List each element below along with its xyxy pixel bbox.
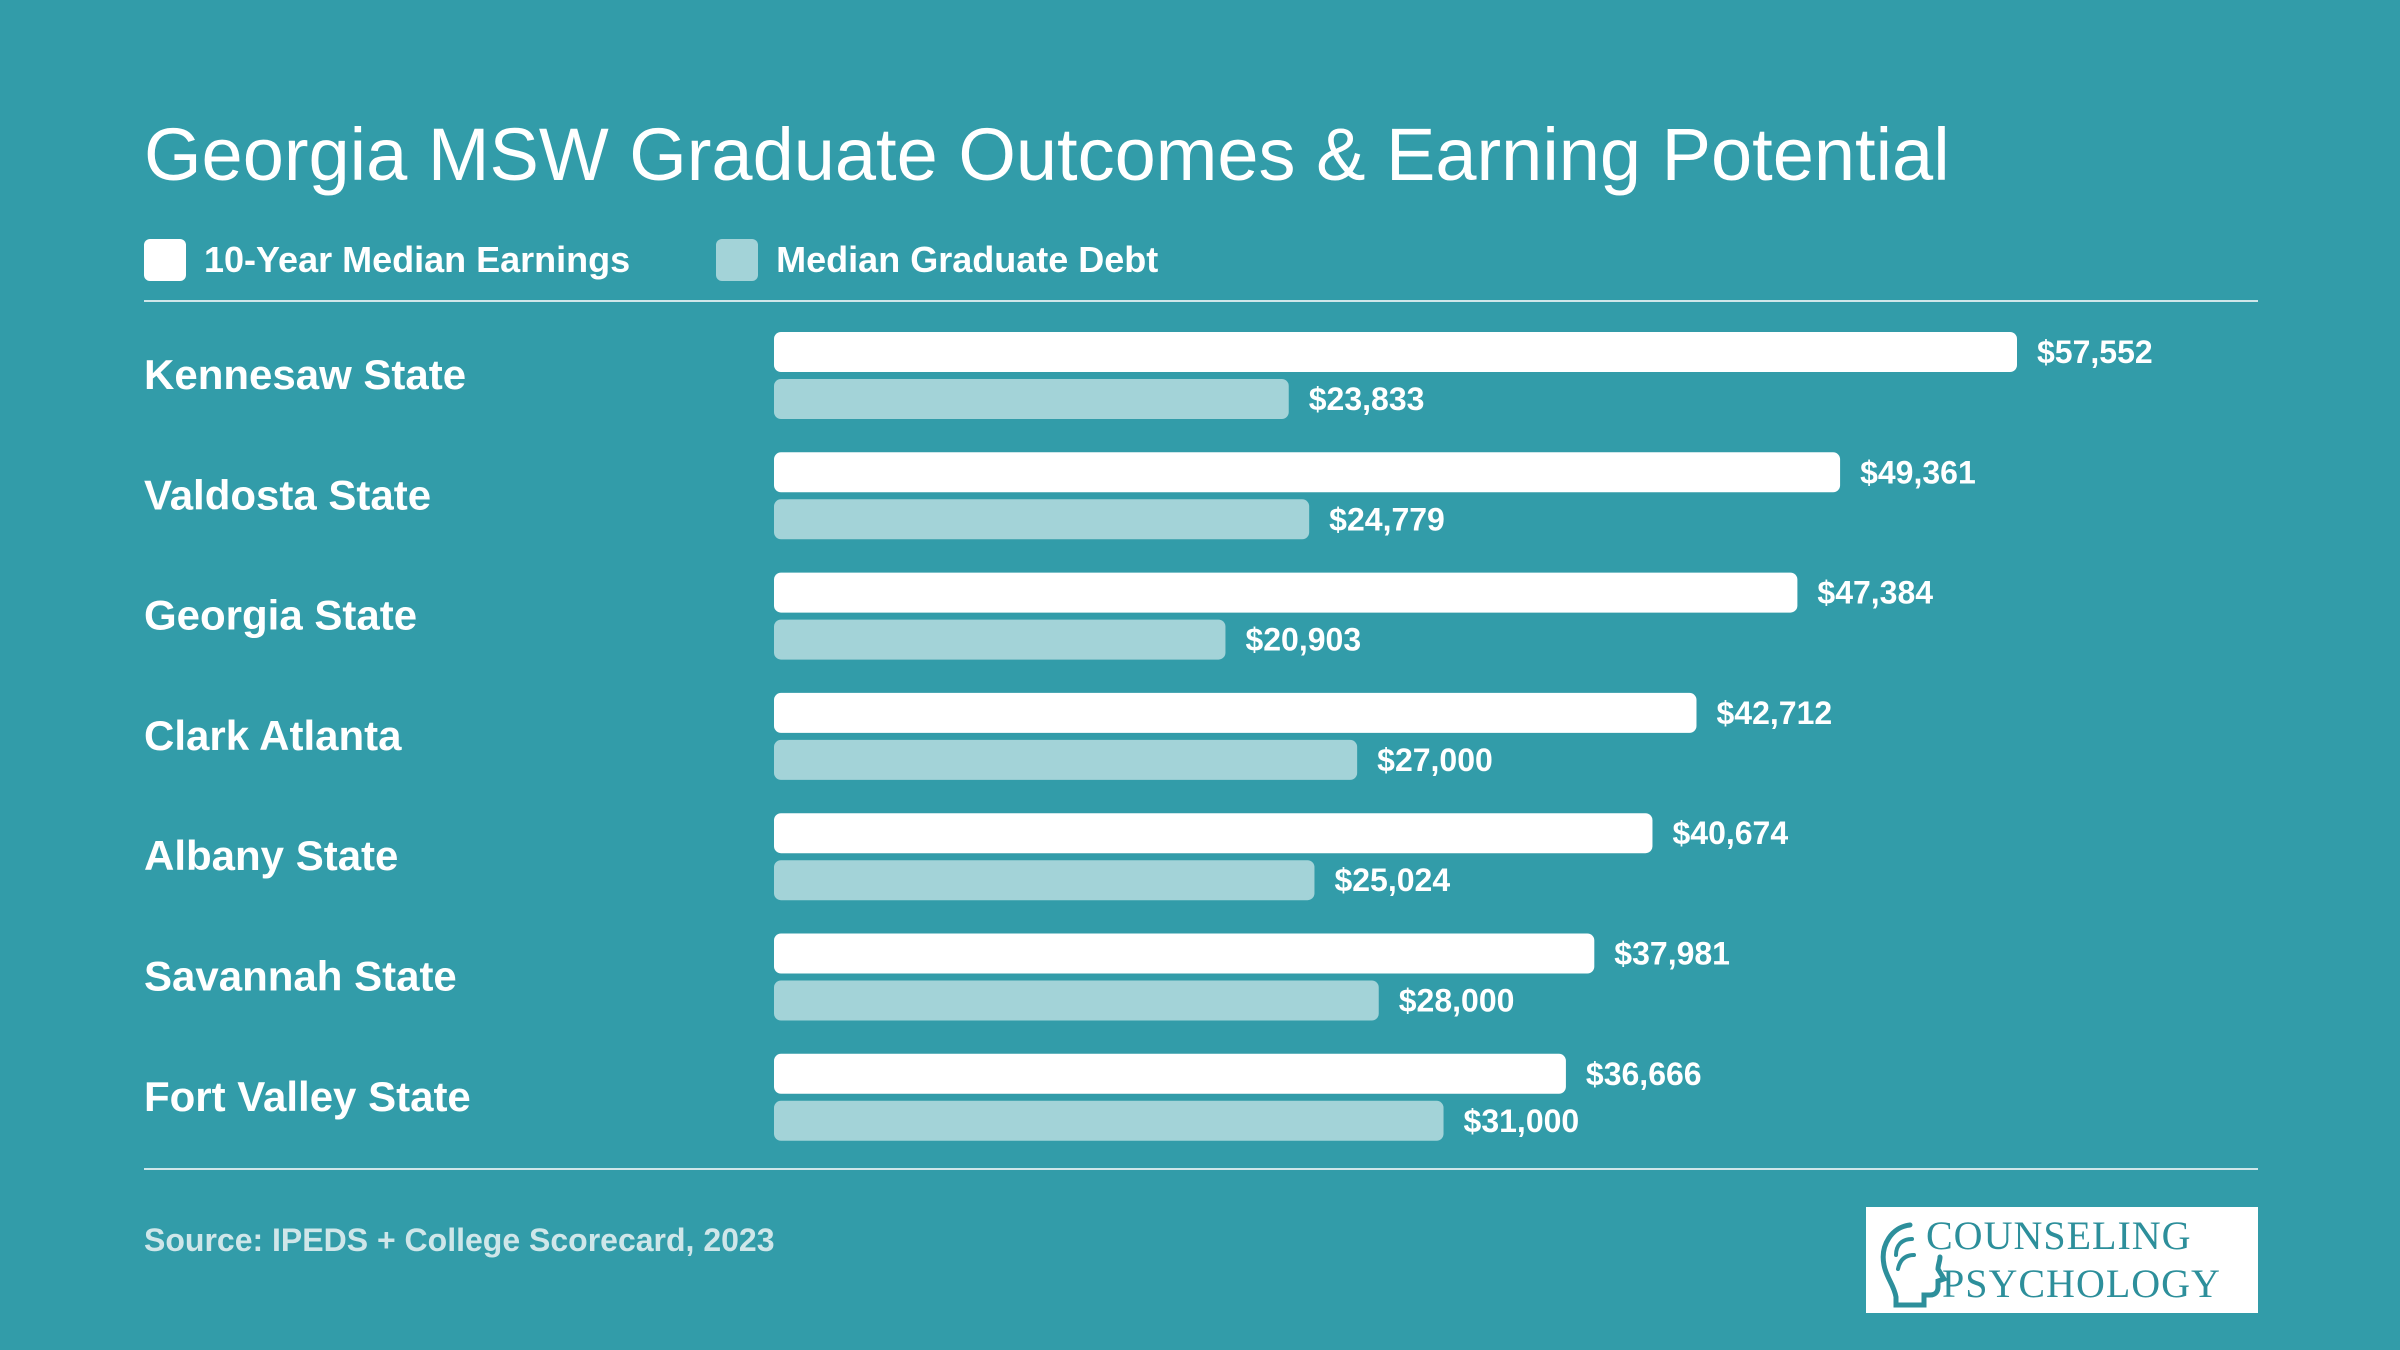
bar-debt: [774, 739, 1358, 780]
value-label-debt: $23,833: [1309, 381, 1425, 417]
bar-earnings: [774, 1053, 1566, 1094]
value-label-earnings: $47,384: [1817, 575, 1933, 611]
bar-debt: [774, 619, 1226, 660]
bar-earnings: [774, 692, 1697, 733]
logo-graphic: COUNSELING PSYCHOLOGY: [1880, 1213, 2221, 1308]
value-label-debt: $24,779: [1329, 501, 1445, 537]
category-label: Albany State: [144, 832, 398, 879]
category-label: Fort Valley State: [144, 1073, 471, 1120]
bar-debt: [774, 379, 1289, 419]
legend-item-earnings: 10-Year Median Earnings: [144, 239, 630, 281]
value-label-earnings: $42,712: [1716, 695, 1832, 731]
value-label-debt: $27,000: [1377, 742, 1493, 778]
legend-item-debt: Median Graduate Debt: [716, 239, 1158, 281]
bar-debt: [774, 1100, 1444, 1141]
bar-earnings: [774, 572, 1798, 613]
head-profile-icon: [1880, 1222, 1948, 1308]
logo-line-2: PSYCHOLOGY: [1942, 1261, 2221, 1306]
legend-label-debt: Median Graduate Debt: [776, 239, 1159, 280]
counseling-psychology-logo: COUNSELING PSYCHOLOGY: [1866, 1207, 2258, 1313]
legend-label-earnings: 10-Year Median Earnings: [204, 239, 631, 280]
value-label-debt: $20,903: [1245, 622, 1361, 658]
value-label-debt: $28,000: [1399, 983, 1515, 1019]
source-note: Source: IPEDS + College Scorecard, 2023: [144, 1222, 775, 1258]
value-label-earnings: $36,666: [1586, 1056, 1702, 1092]
bar-debt: [774, 860, 1315, 901]
bar-earnings: [774, 452, 1841, 493]
value-label-debt: $25,024: [1334, 862, 1450, 898]
value-label-earnings: $49,361: [1860, 454, 1976, 490]
category-label: Georgia State: [144, 592, 417, 639]
category-label: Savannah State: [144, 953, 457, 1000]
value-label-earnings: $40,674: [1672, 815, 1788, 851]
category-label: Clark Atlanta: [144, 712, 402, 759]
value-label-earnings: $37,981: [1614, 936, 1730, 972]
bar-debt: [774, 980, 1379, 1021]
value-label-debt: $31,000: [1464, 1103, 1580, 1139]
bottom-divider: [144, 1168, 2258, 1170]
bar-earnings: [774, 332, 2017, 372]
bar-earnings: [774, 813, 1653, 854]
chart-legend: 10-Year Median Earnings Median Graduate …: [144, 236, 1244, 284]
chart-title: Georgia MSW Graduate Outcomes & Earning …: [144, 113, 1950, 196]
top-divider: [144, 300, 2258, 302]
legend-swatch-debt: [716, 239, 759, 281]
value-label-earnings: $57,552: [2037, 334, 2153, 370]
bar-earnings: [774, 933, 1595, 974]
logo-line-1: COUNSELING: [1926, 1213, 2192, 1258]
legend-swatch-earnings: [144, 239, 186, 281]
bar-debt: [774, 499, 1310, 540]
category-label: Valdosta State: [144, 471, 431, 518]
category-label: Kennesaw State: [144, 351, 466, 398]
